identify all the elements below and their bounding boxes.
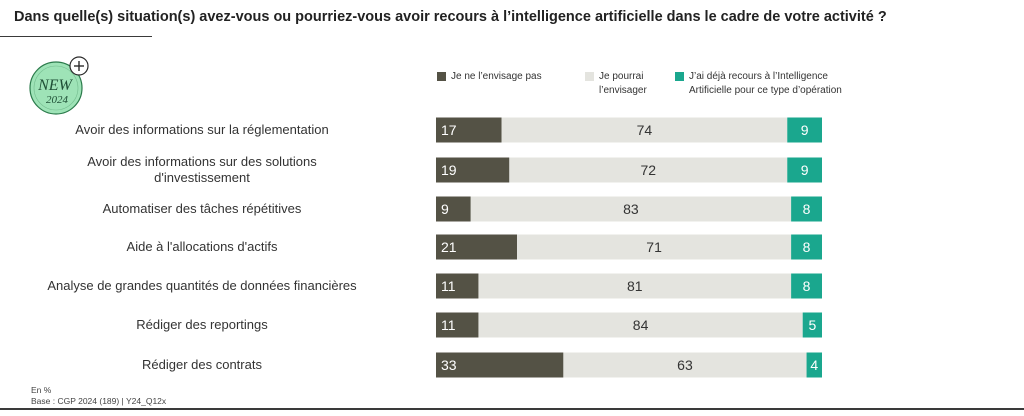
legend-swatch	[675, 72, 684, 81]
data-label-series3-4: 8	[803, 239, 811, 255]
legend-swatch	[585, 72, 594, 81]
bar-je-ne-l-envisage-pas-2	[436, 157, 510, 183]
data-label-series1-5: 11	[441, 278, 456, 294]
legend-swatch	[437, 72, 446, 81]
category-label-avoir-des-informations-sur-la-reglementation: Avoir des informations sur la réglementa…	[75, 122, 329, 137]
bar-j-ai-deja-recours-a-l-in-6	[802, 312, 822, 338]
category-label-analyse-de-grandes-quantites-de-donnees-financieres: Analyse de grandes quantités de données …	[47, 278, 357, 293]
bar-je-pourrai-l-envisager-3	[470, 196, 792, 222]
bar-je-ne-l-envisage-pas-3	[436, 196, 471, 222]
bar-j-ai-deja-recours-a-l-in-1	[787, 117, 822, 143]
bar-j-ai-deja-recours-a-l-in-7	[806, 352, 822, 378]
chart-title: Dans quelle(s) situation(s) avez-vous ou…	[14, 9, 887, 25]
bar-je-pourrai-l-envisager-5	[478, 273, 792, 299]
bar-je-pourrai-l-envisager-1	[501, 117, 788, 143]
data-label-series3-5: 8	[803, 278, 811, 294]
bar-je-pourrai-l-envisager-2	[509, 157, 788, 183]
legend-item-je-pourrai-l-envisager: Je pourrai l’envisager	[585, 70, 647, 98]
data-label-series3-2: 9	[801, 162, 809, 178]
data-label-series2-6: 84	[633, 317, 649, 333]
legend-item-je-ne-l-envisage-pas: Je ne l’envisage pas	[437, 70, 542, 84]
data-label-series1-2: 19	[441, 162, 457, 178]
data-label-series2-7: 63	[677, 357, 693, 373]
bar-je-ne-l-envisage-pas-4	[436, 234, 518, 260]
footnote-base: Base : CGP 2024 (189) | Y24_Q12x	[31, 396, 167, 406]
bar-j-ai-deja-recours-a-l-in-2	[787, 157, 822, 183]
bar-je-ne-l-envisage-pas-7	[436, 352, 564, 378]
bar-je-ne-l-envisage-pas-1	[436, 117, 502, 143]
data-label-series2-3: 83	[623, 201, 639, 217]
legend-label: Je pourrai l’envisager	[599, 71, 647, 96]
data-label-series3-1: 9	[801, 122, 809, 138]
category-label-rediger-des-reportings: Rédiger des reportings	[136, 317, 268, 332]
new-2024-badge: NEW 2024	[24, 54, 96, 118]
data-label-series2-1: 74	[637, 122, 653, 138]
category-label-rediger-des-contrats: Rédiger des contrats	[142, 357, 262, 372]
bar-je-pourrai-l-envisager-4	[517, 234, 792, 260]
data-label-series1-7: 33	[441, 357, 457, 373]
bar-je-ne-l-envisage-pas-5	[436, 273, 479, 299]
data-label-series3-6: 5	[808, 317, 816, 333]
data-label-series1-1: 17	[441, 122, 457, 138]
badge-year-text: 2024	[46, 94, 69, 106]
bar-je-pourrai-l-envisager-7	[563, 352, 807, 378]
bar-j-ai-deja-recours-a-l-in-3	[791, 196, 822, 222]
legend-label: J’ai déjà recours à l’Intelligence Artif…	[689, 71, 842, 96]
category-label-aide-a-l-allocations-d-actifs: Aide à l'allocations d'actifs	[126, 239, 278, 254]
data-label-series1-3: 9	[441, 201, 449, 217]
data-label-series1-6: 11	[441, 317, 456, 333]
bar-j-ai-deja-recours-a-l-in-4	[791, 234, 822, 260]
category-label-automatiser-des-taches-repetitives: Automatiser des tâches répétitives	[102, 201, 302, 216]
bar-je-pourrai-l-envisager-6	[478, 312, 803, 338]
plus-circle-icon	[69, 56, 89, 76]
data-label-series3-3: 8	[803, 201, 811, 217]
badge-new-text: NEW	[37, 77, 73, 94]
category-label-avoir-des-informations-sur-des-solutions-d-investissement: Avoir des informations sur des solutions…	[87, 154, 317, 185]
data-label-series2-4: 71	[646, 239, 662, 255]
data-label-series1-4: 21	[441, 239, 457, 255]
data-label-series3-7: 4	[810, 357, 818, 373]
data-label-series2-2: 72	[641, 162, 657, 178]
bar-j-ai-deja-recours-a-l-in-5	[791, 273, 822, 299]
bar-je-ne-l-envisage-pas-6	[436, 312, 479, 338]
legend-item-deja-recours-ia: J’ai déjà recours à l’Intelligence Artif…	[675, 70, 842, 98]
legend-label: Je ne l’envisage pas	[451, 71, 542, 82]
new-badge-icon: NEW 2024	[29, 56, 89, 115]
data-label-series2-5: 81	[627, 278, 643, 294]
bottom-divider	[0, 408, 1024, 410]
footnote-unit: En %	[31, 385, 52, 395]
title-divider	[0, 36, 152, 37]
